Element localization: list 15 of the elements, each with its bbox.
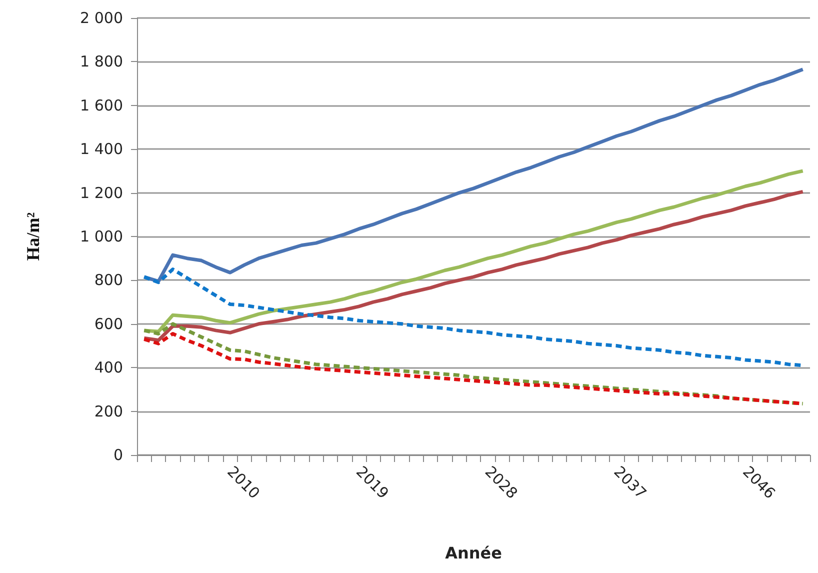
y-axis-title: Ha/m² [23, 212, 43, 261]
line-series [142, 190, 805, 342]
y-tick-label: 1 000 [80, 228, 123, 246]
line-series [142, 169, 805, 334]
y-tick-label: 0 [113, 446, 123, 464]
y-tick-label: 1 400 [80, 140, 123, 158]
y-tick-label: 600 [94, 314, 123, 333]
y-tick-label: 1 600 [80, 96, 123, 114]
y-tick-label: 2 000 [80, 9, 123, 27]
y-tick-label: 800 [94, 271, 123, 290]
y-tick-label: 1 200 [80, 184, 123, 202]
x-axis-title: Année [445, 544, 502, 562]
y-tick-label: 400 [94, 358, 123, 377]
y-tick-label: 1 800 [80, 52, 123, 71]
y-tick-label: 200 [94, 402, 123, 420]
